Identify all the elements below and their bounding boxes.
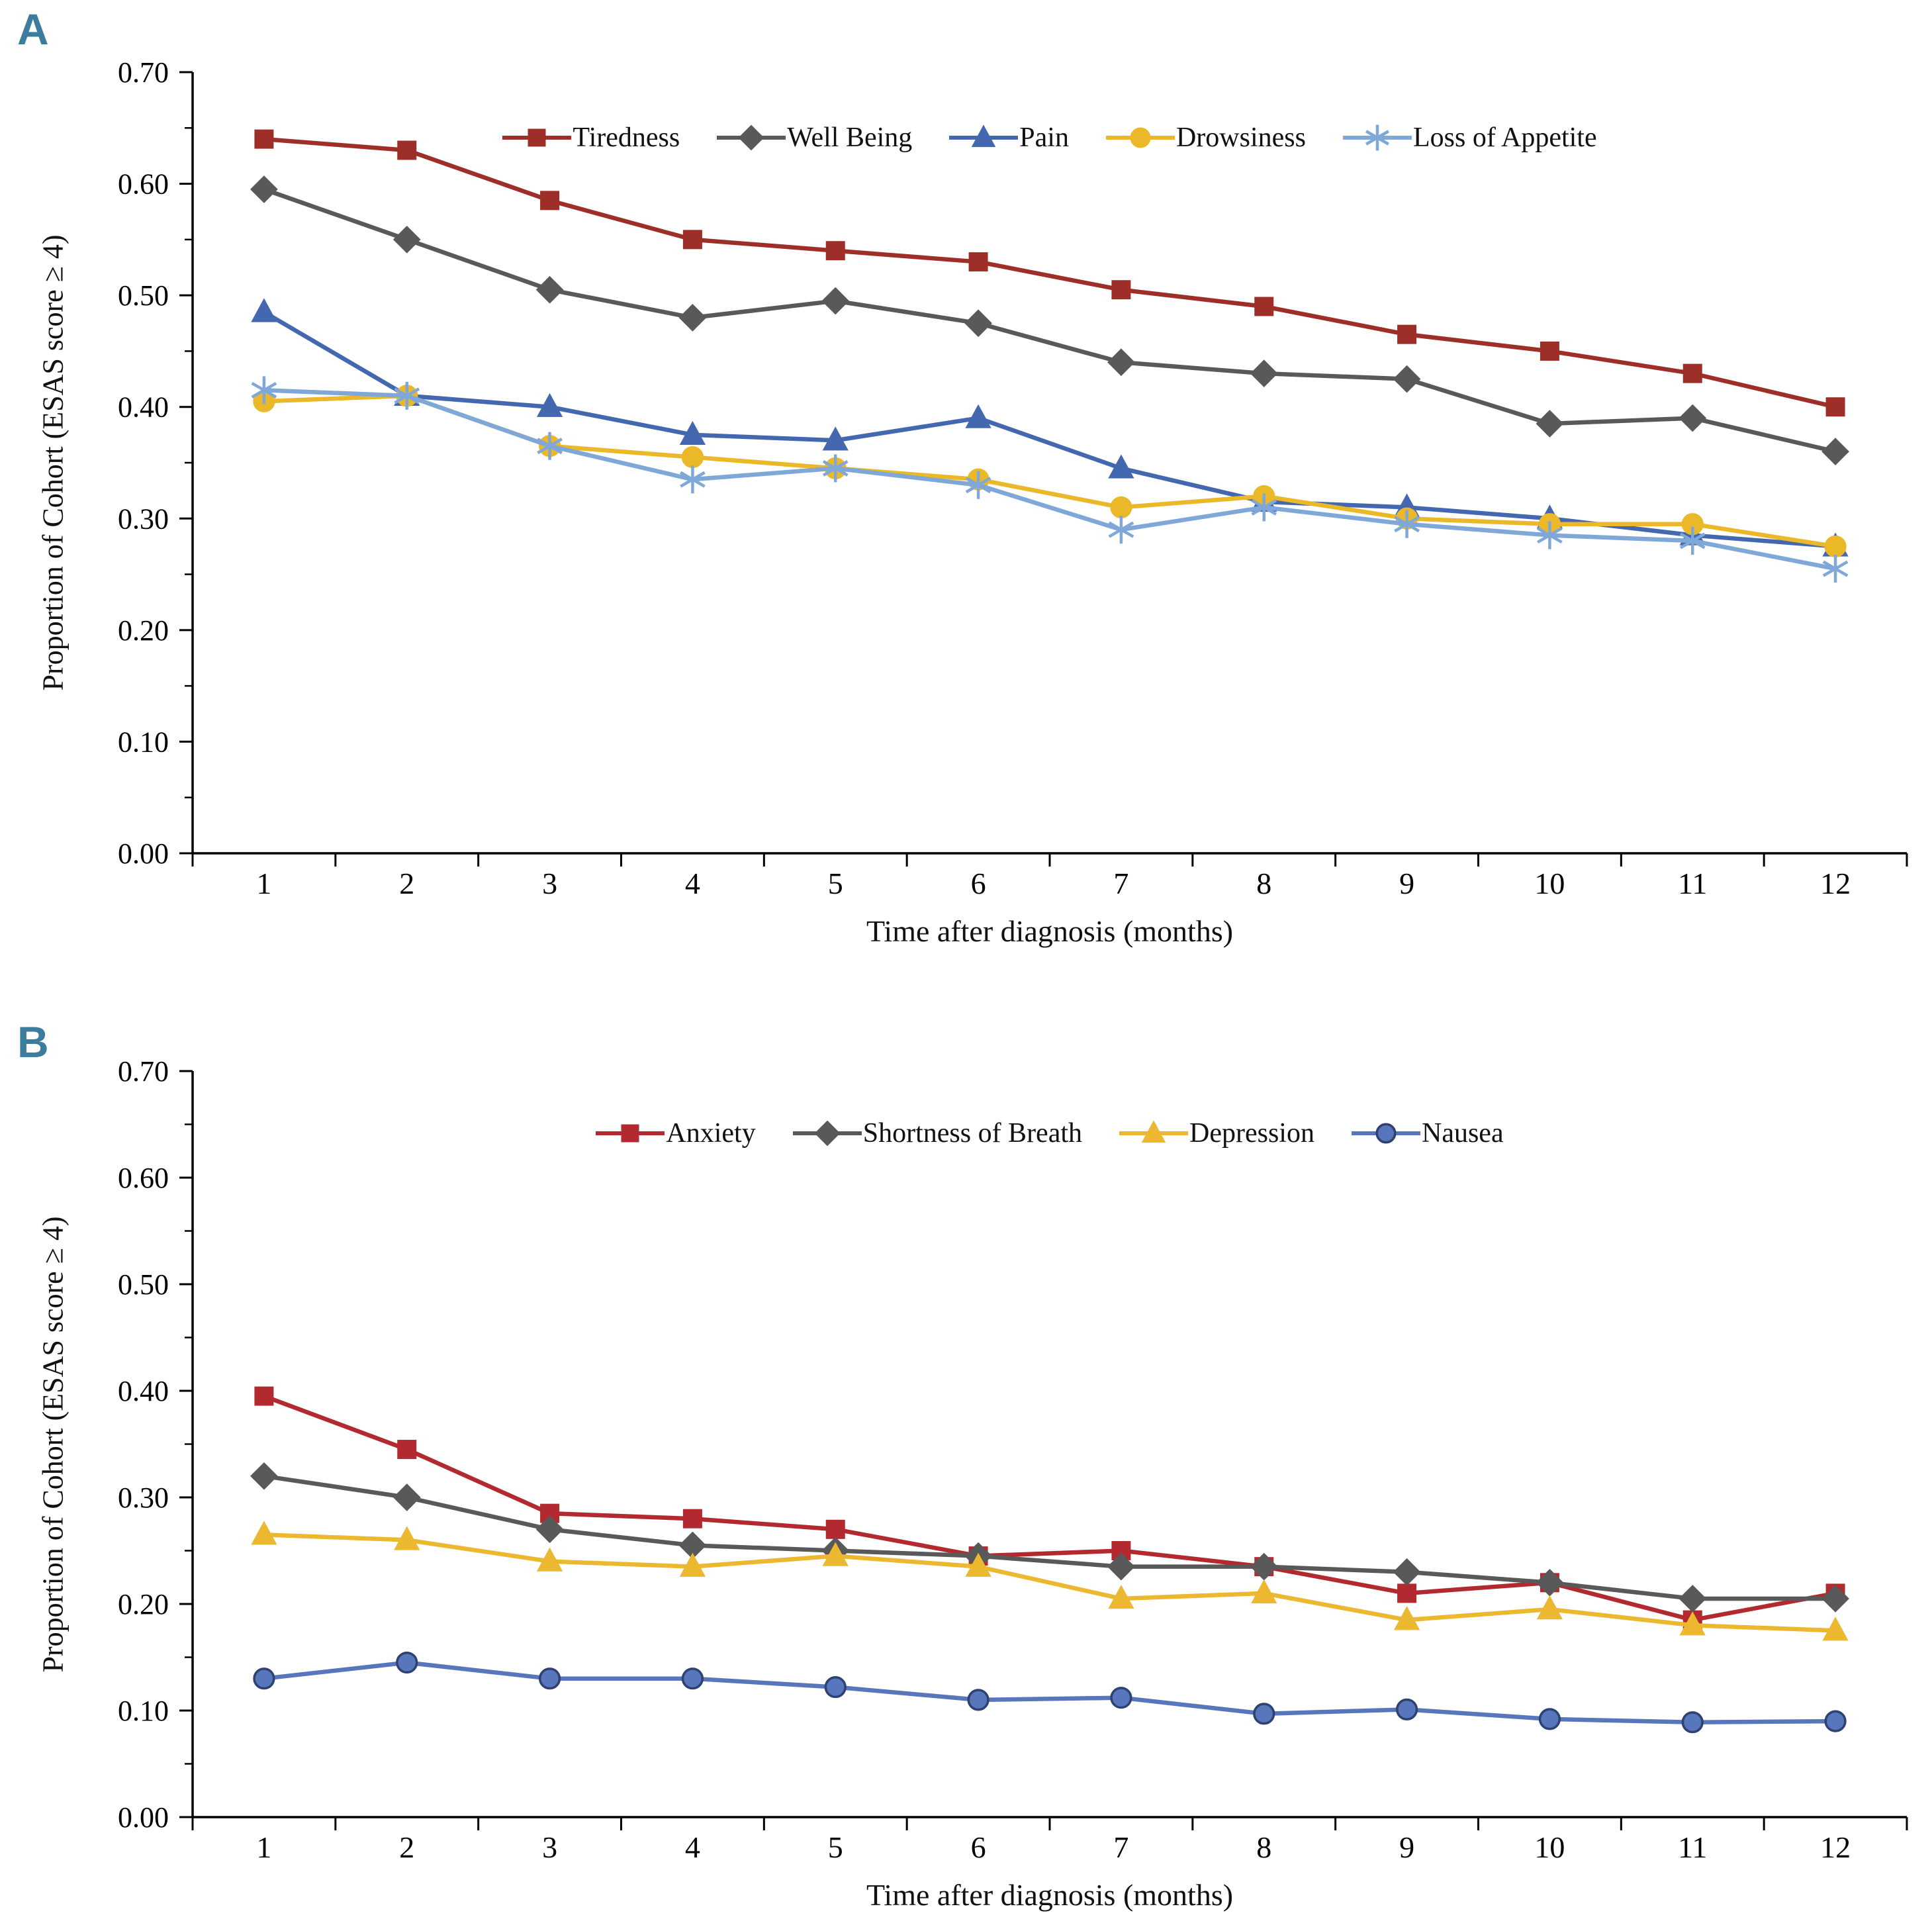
svg-text:6: 6	[971, 1830, 986, 1864]
legend-symbol-tiredness-icon	[502, 128, 572, 147]
series-line-depression	[261, 1532, 1838, 1633]
svg-text:0.20: 0.20	[118, 614, 169, 647]
legend-label: Tiredness	[573, 122, 680, 153]
svg-text:2: 2	[399, 867, 414, 900]
chart-b-canvas: 0.000.100.200.300.400.500.600.701 2 3 4 5 6 7 8…	[118, 1055, 1908, 1864]
svg-text:4: 4	[685, 1830, 700, 1864]
legend-symbol-nausea-icon	[1351, 1123, 1420, 1144]
legend-label: Depression	[1189, 1118, 1314, 1149]
svg-text:9: 9	[1399, 1830, 1414, 1864]
chart-b-y-axis-title: Proportion of Cohort (ESAS score ≥ 4)	[36, 1216, 69, 1673]
legend-symbol-loss-of-appetite-icon	[1342, 124, 1412, 151]
legend-item-nausea: Nausea	[1351, 1117, 1504, 1149]
svg-text:11: 11	[1678, 1830, 1707, 1864]
svg-text:0.10: 0.10	[118, 726, 169, 758]
svg-text:8: 8	[1256, 867, 1271, 900]
legend-item-pain: Pain	[949, 122, 1069, 154]
panel-a: A 0.00 0.10 0.20 0.30 0.40 0.50 0.60 0.70 1 2 3 4 5 6…	[4, 5, 1923, 963]
series-line-tiredness	[261, 136, 1838, 409]
svg-text:1: 1	[256, 867, 271, 900]
svg-text:10: 10	[1534, 1830, 1565, 1864]
svg-text:7: 7	[1113, 867, 1128, 900]
chart-a-canvas: 0.000.100.200.300.400.500.600.701 2 3 4 5 6 7 8…	[118, 56, 1908, 900]
svg-text:12: 12	[1820, 1830, 1851, 1864]
legend-label: Drowsiness	[1175, 122, 1306, 153]
svg-text:0.50: 0.50	[118, 1268, 169, 1301]
svg-text:9: 9	[1399, 867, 1414, 900]
svg-text:0.30: 0.30	[118, 1481, 169, 1514]
legend-symbol-well-being-icon	[717, 124, 786, 151]
series-markers-drowsiness	[253, 385, 1847, 558]
series-markers-depression	[251, 1521, 1849, 1641]
panel-a-label: A	[17, 5, 49, 54]
svg-text:0.60: 0.60	[118, 1162, 169, 1194]
svg-text:2: 2	[399, 1830, 414, 1864]
svg-text:0.30: 0.30	[118, 502, 169, 535]
legend-label: Shortness of Breath	[862, 1118, 1083, 1149]
svg-text:3: 3	[542, 1830, 557, 1864]
chart-b: 0.00 0.10 0.20 0.30 0.40 0.50 0.60 0.70 1 2 3 4 5 6 7 8…	[4, 1039, 1923, 1926]
legend-item-drowsiness: Drowsiness	[1105, 122, 1306, 154]
svg-text:0.50: 0.50	[118, 279, 169, 312]
legend-symbol-drowsiness-icon	[1105, 127, 1175, 148]
legend-symbol-shortness-of-breath-icon	[792, 1120, 862, 1147]
svg-text:0.00: 0.00	[118, 837, 169, 870]
chart-a-x-axis-title: Time after diagnosis (months)	[866, 914, 1234, 948]
svg-text:5: 5	[828, 867, 843, 900]
series-line-well-being	[261, 187, 1838, 454]
svg-text:8: 8	[1256, 1830, 1271, 1864]
chart-a: 0.00 0.10 0.20 0.30 0.40 0.50 0.60 0.70 1 2 3 4 5 6 7 8…	[4, 23, 1923, 963]
series-line-shortness-of-breath	[261, 1474, 1838, 1601]
svg-text:0.20: 0.20	[118, 1588, 169, 1621]
svg-text:5: 5	[828, 1830, 843, 1864]
series-line-loss-of-appetite	[261, 388, 1838, 571]
chart-a-legend: Tiredness Well Being Pain Drowsiness Loss of…	[193, 122, 1907, 154]
legend-symbol-pain-icon	[949, 124, 1019, 148]
legend-symbol-depression-icon	[1119, 1120, 1189, 1143]
svg-text:1: 1	[256, 1830, 271, 1864]
legend-label: Loss of Appetite	[1412, 122, 1597, 153]
legend-item-depression: Depression	[1119, 1117, 1314, 1149]
svg-text:7: 7	[1113, 1830, 1128, 1864]
chart-b-x-axis-title: Time after diagnosis (months)	[866, 1878, 1234, 1912]
series-line-drowsiness	[261, 393, 1838, 549]
legend-label: Pain	[1019, 122, 1069, 153]
chart-b-legend: Anxiety Shortness of Breath Depression Naus…	[193, 1117, 1907, 1149]
svg-text:3: 3	[542, 867, 557, 900]
svg-text:6: 6	[971, 867, 986, 900]
legend-label: Well Being	[787, 122, 913, 153]
svg-text:0.60: 0.60	[118, 168, 169, 201]
panel-b-label: B	[17, 1017, 49, 1066]
series-line-pain	[261, 310, 1838, 549]
series-line-nausea	[261, 1660, 1838, 1724]
svg-text:4: 4	[685, 867, 700, 900]
series-line-anxiety	[261, 1393, 1838, 1622]
legend-item-shortness-of-breath: Shortness of Breath	[792, 1117, 1083, 1149]
series-markers-well-being	[250, 175, 1849, 465]
legend-item-well-being: Well Being	[717, 122, 912, 154]
series-markers-nausea	[253, 1651, 1847, 1734]
legend-label: Anxiety	[666, 1118, 756, 1149]
svg-text:0.70: 0.70	[118, 1055, 169, 1088]
svg-text:0.40: 0.40	[118, 391, 169, 424]
svg-text:0.70: 0.70	[118, 56, 169, 89]
legend-label: Nausea	[1421, 1118, 1504, 1149]
legend-item-loss-of-appetite: Loss of Appetite	[1342, 122, 1597, 154]
svg-text:0.10: 0.10	[118, 1695, 169, 1727]
series-markers-tiredness	[254, 129, 1845, 417]
svg-text:11: 11	[1678, 867, 1707, 900]
svg-text:12: 12	[1820, 867, 1851, 900]
panel-b: B 0.00 0.10 0.20 0.30 0.40 0.50 0.60 0.70 1 2 3 4 5 6…	[0, 1013, 1932, 1926]
svg-text:0.00: 0.00	[118, 1801, 169, 1834]
chart-a-y-axis-title: Proportion of Cohort (ESAS score ≥ 4)	[36, 234, 69, 691]
series-markers-loss-of-appetite	[251, 376, 1849, 583]
series-markers-anxiety	[254, 1386, 1845, 1630]
svg-text:10: 10	[1534, 867, 1565, 900]
legend-item-anxiety: Anxiety	[596, 1117, 756, 1149]
legend-symbol-anxiety-icon	[596, 1124, 665, 1143]
svg-text:0.40: 0.40	[118, 1375, 169, 1407]
legend-item-tiredness: Tiredness	[502, 122, 680, 154]
